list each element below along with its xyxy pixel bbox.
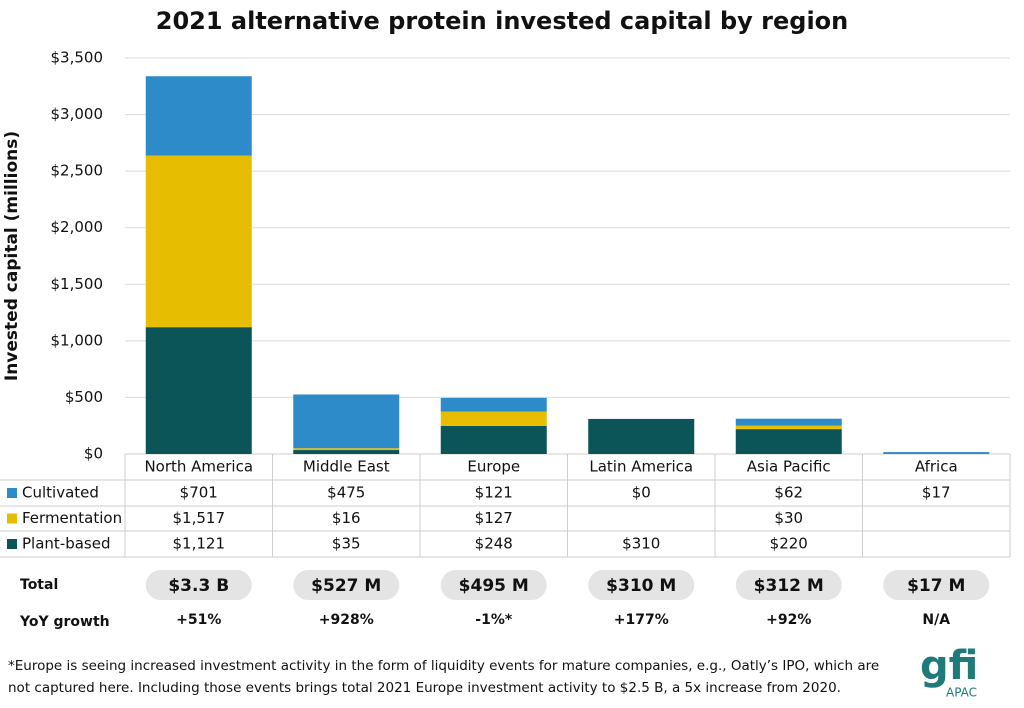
bar-segment xyxy=(588,418,695,454)
table-value: $30 xyxy=(774,509,803,527)
table-value: $16 xyxy=(332,509,361,527)
y-tick-label: $3,000 xyxy=(51,105,104,123)
total-value: $495 M xyxy=(459,576,529,596)
growth-value: +928% xyxy=(319,612,374,628)
bar-segment xyxy=(735,425,842,430)
legend-swatch xyxy=(7,513,17,524)
growth-value: +51% xyxy=(176,612,221,628)
y-tick-label: $3,500 xyxy=(51,49,104,67)
y-tick-label: $500 xyxy=(65,388,103,406)
bar-segment xyxy=(145,155,252,328)
bar-segment xyxy=(735,418,842,426)
bar-segment xyxy=(145,327,252,454)
total-pill xyxy=(588,570,695,600)
growth-value: -1%* xyxy=(475,612,513,628)
total-pill xyxy=(883,570,990,600)
bar-segment xyxy=(293,450,400,454)
y-tick-label: $1,500 xyxy=(51,275,104,293)
legend-label: Cultivated xyxy=(22,484,99,502)
total-pill xyxy=(440,570,547,600)
table-value: $0 xyxy=(632,484,651,502)
total-pill xyxy=(735,570,842,600)
total-value: $310 M xyxy=(606,576,676,596)
y-tick-label: $2,500 xyxy=(51,162,104,180)
total-value: $3.3 B xyxy=(168,576,229,596)
bar-segment xyxy=(145,76,252,156)
x-tick-label: Middle East xyxy=(303,458,390,476)
x-tick-label: Europe xyxy=(467,458,520,476)
bar-segment xyxy=(293,394,400,449)
total-pill xyxy=(293,570,400,600)
total-pill xyxy=(145,570,252,600)
table-value: $35 xyxy=(332,535,361,553)
legend-label: Plant-based xyxy=(22,535,110,553)
bar-segment xyxy=(440,425,547,454)
x-tick-label: Asia Pacific xyxy=(747,458,831,476)
y-tick-label: $1,000 xyxy=(51,331,104,349)
x-tick-label: Latin America xyxy=(589,458,693,476)
bar-segment xyxy=(883,452,990,454)
bar-segment xyxy=(735,429,842,454)
table-value: $127 xyxy=(475,509,513,527)
y-axis-label: Invested capital (millions) xyxy=(2,131,22,381)
bar-segment xyxy=(440,397,547,412)
chart-title: 2021 alternative protein invested capita… xyxy=(156,7,849,35)
total-value: $17 M xyxy=(907,576,965,596)
table-value: $475 xyxy=(327,484,365,502)
logo: gfi xyxy=(920,643,978,689)
logo-subtext: APAC xyxy=(946,686,977,700)
total-value: $312 M xyxy=(754,576,824,596)
total-label: Total xyxy=(20,577,58,593)
y-tick-label: $2,000 xyxy=(51,218,104,236)
legend-label: Fermentation xyxy=(22,509,122,527)
table-value: $1,121 xyxy=(173,535,226,553)
table-value: $310 xyxy=(622,535,660,553)
table-value: $220 xyxy=(770,535,808,553)
footnote: *Europe is seeing increased investment a… xyxy=(8,658,879,674)
table-value: $701 xyxy=(180,484,218,502)
legend-swatch xyxy=(7,539,17,549)
total-value: $527 M xyxy=(311,576,381,596)
bar-segment xyxy=(293,448,400,451)
x-tick-label: Africa xyxy=(915,458,958,476)
footnote: not captured here. Including those event… xyxy=(8,680,841,696)
legend-swatch xyxy=(7,488,17,498)
y-tick-label: $0 xyxy=(84,445,103,463)
table-value: $17 xyxy=(922,484,951,502)
growth-value: N/A xyxy=(922,612,950,628)
table-value: $248 xyxy=(475,535,513,553)
growth-value: +92% xyxy=(766,612,811,628)
growth-label: YoY growth xyxy=(19,614,110,630)
table-value: $121 xyxy=(475,484,513,502)
table-value: $62 xyxy=(774,484,803,502)
table-value: $1,517 xyxy=(173,509,226,527)
growth-value: +177% xyxy=(614,612,669,628)
x-tick-label: North America xyxy=(144,458,253,476)
bar-segment xyxy=(440,411,547,426)
